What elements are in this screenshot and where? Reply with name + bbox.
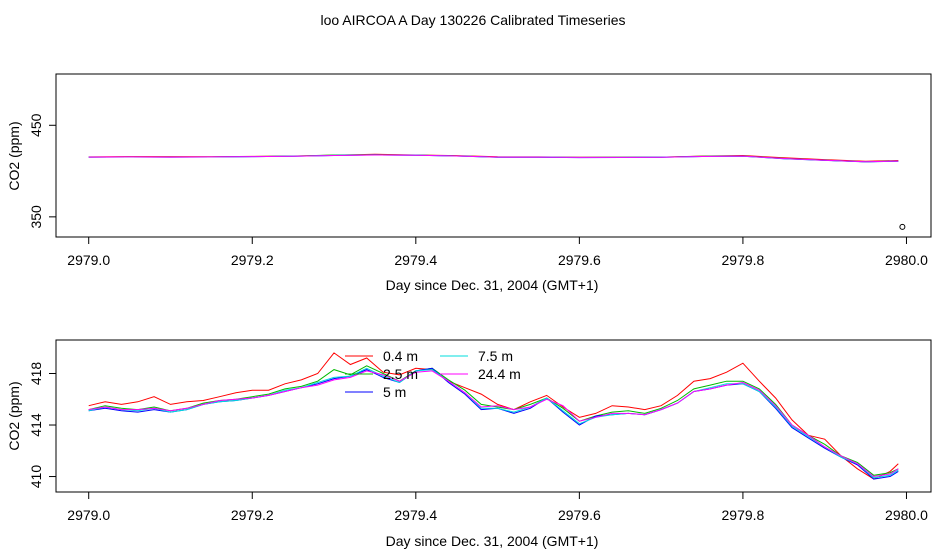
series-line-bottom-1 xyxy=(88,365,899,476)
series-line-bottom-4 xyxy=(88,370,899,478)
x-tick-label: 2979.6 xyxy=(558,507,601,523)
series-line-bottom-2 xyxy=(88,367,899,480)
x-tick-label: 2979.2 xyxy=(231,507,274,523)
chart-top-y-axis: 350 450 xyxy=(28,113,57,229)
x-tick-label: 2979.0 xyxy=(67,507,110,523)
chart-bottom-y-axis: 410 414 418 xyxy=(28,362,57,489)
legend-label: 24.4 m xyxy=(478,366,521,382)
chart-top-ylabel: CO2 (ppm) xyxy=(6,121,22,190)
outlier-point xyxy=(899,223,906,230)
x-tick-label: 2980.0 xyxy=(885,507,928,523)
x-tick-label: 2979.8 xyxy=(722,507,765,523)
legend-label: 0.4 m xyxy=(383,348,418,364)
chart-bottom-xlabel: Day since Dec. 31, 2004 (GMT+1) xyxy=(386,533,599,549)
series-line-bottom-3 xyxy=(88,367,899,479)
figure-title: loo AIRCOA A Day 130226 Calibrated Times… xyxy=(320,12,625,28)
y-tick-label: 414 xyxy=(28,413,44,437)
chart-top-lines xyxy=(88,153,906,230)
x-tick-label: 2979.4 xyxy=(394,252,437,268)
chart-bottom-legend: 0.4 m 2.5 m 5 m 7.5 m 24.4 m xyxy=(345,348,521,400)
chart-top-frame xyxy=(55,73,932,238)
y-tick-label: 418 xyxy=(28,362,44,386)
x-tick-label: 2979.4 xyxy=(394,507,437,523)
y-tick-label: 350 xyxy=(28,205,44,229)
series-line-top-4 xyxy=(88,154,899,163)
x-tick-label: 2979.2 xyxy=(231,252,274,268)
y-tick-label: 450 xyxy=(28,113,44,137)
legend-label: 2.5 m xyxy=(383,366,418,382)
x-tick-label: 2979.8 xyxy=(722,252,765,268)
x-tick-label: 2979.0 xyxy=(67,252,110,268)
legend-label: 7.5 m xyxy=(478,348,513,364)
chart-bottom-ylabel: CO2 (ppm) xyxy=(6,381,22,450)
chart-bottom-x-axis: 2979.0 2979.2 2979.4 2979.6 2979.8 2980.0 xyxy=(67,491,928,523)
chart-bottom-lines xyxy=(88,352,899,480)
chart-top-x-axis: 2979.0 2979.2 2979.4 2979.6 2979.8 2980.0 xyxy=(67,236,928,268)
y-tick-label: 410 xyxy=(28,465,44,489)
x-tick-label: 2980.0 xyxy=(885,252,928,268)
chart-top-xlabel: Day since Dec. 31, 2004 (GMT+1) xyxy=(386,277,599,293)
chart-top: 2979.0 2979.2 2979.4 2979.6 2979.8 2980.0 350… xyxy=(6,73,932,293)
x-tick-label: 2979.6 xyxy=(558,252,601,268)
legend-label: 5 m xyxy=(383,384,406,400)
chart-bottom: 2979.0 2979.2 2979.4 2979.6 2979.8 2980.0 410… xyxy=(6,339,932,549)
series-line-bottom-0 xyxy=(88,352,899,480)
